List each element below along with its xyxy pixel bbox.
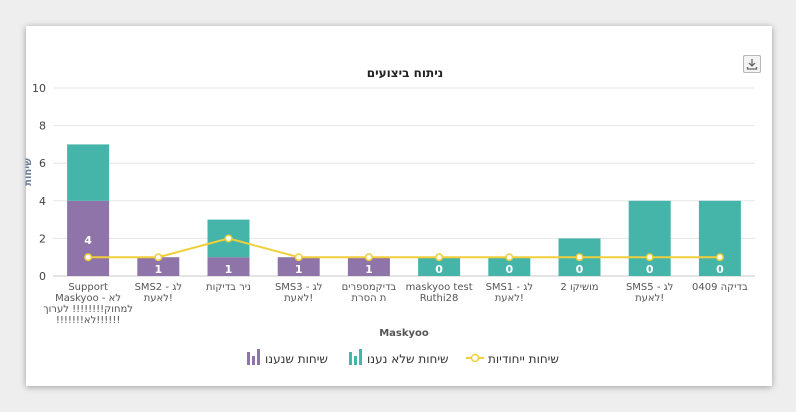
x-tick-label: לאעת!: [495, 293, 524, 304]
y-tick-label: 4: [39, 195, 46, 208]
data-label: 4: [84, 234, 92, 247]
bar-answered: [67, 200, 110, 276]
data-label: 1: [295, 263, 303, 276]
x-tick-label: לאעת!: [635, 293, 664, 304]
legend-bar-icon: [252, 356, 255, 365]
legend-label: שיחות שנענו: [265, 352, 328, 366]
bar-missed: [698, 200, 741, 276]
x-tick-label: maskyoo test: [406, 282, 473, 293]
x-tick-label: Ruthi28: [420, 293, 459, 304]
y-tick-label: 10: [32, 82, 46, 95]
export-button[interactable]: [743, 55, 761, 73]
bar-answered: [347, 257, 390, 276]
line-point: [715, 253, 724, 262]
x-tick-label: Support: [68, 282, 108, 293]
legend-bar-icon: [349, 352, 352, 365]
legend-label: שיחות שלא נענו: [367, 352, 449, 366]
legend: שיחות ייחודיות שיחות שלא נענו שיחות שנענו: [247, 349, 559, 366]
line-point: [505, 253, 514, 262]
x-tick-label: למחוק!!!!!!!! לערוך: [43, 304, 133, 315]
x-tick-label: לאעת!: [284, 293, 313, 304]
line-point: [435, 253, 444, 262]
line-point: [575, 253, 584, 262]
bar-missed: [67, 144, 110, 201]
x-tick-label: לאעת!: [144, 293, 173, 304]
data-label: 1: [365, 263, 373, 276]
unique-calls-line: [84, 234, 724, 262]
bar-missed: [418, 257, 461, 276]
data-label: 0: [646, 263, 654, 276]
legend-bar-icon: [247, 352, 250, 365]
data-label: 0: [576, 263, 584, 276]
legend-line-icon: [470, 353, 480, 363]
line-point: [84, 253, 93, 262]
data-label: 0: [505, 263, 513, 276]
data-labels: 4 1 1 1 1 0 0 0 0 0: [84, 234, 724, 276]
y-tick-label: 6: [39, 157, 46, 170]
x-tick-label: !!!!!!!לא!!!!!!: [56, 315, 121, 326]
series-line: [88, 237, 720, 259]
x-tick-label: ת הסרת: [351, 293, 386, 304]
y-tick-label: 0: [39, 270, 46, 283]
data-label: 1: [154, 263, 162, 276]
x-tick-label: בדיקה 0409: [692, 282, 748, 293]
legend-label: שיחות ייחודיות: [488, 352, 559, 366]
legend-bar-icon: [354, 356, 357, 365]
data-label: 0: [716, 263, 724, 276]
x-tick-label: SMS2 - לג: [135, 282, 182, 293]
x-axis-title: Maskyoo: [379, 328, 429, 339]
line-point: [224, 234, 233, 243]
bar-answered: [277, 257, 320, 276]
x-tick-label: Maskyoo - לא: [55, 293, 121, 304]
x-tick-label: SMS1 - לג: [486, 282, 533, 293]
bars: [67, 144, 741, 276]
legend-bar-icon: [257, 349, 260, 365]
chart-title: ניתוח ביצועים: [367, 66, 443, 80]
legend-item[interactable]: שיחות שנענו: [247, 349, 328, 366]
line-point: [645, 253, 654, 262]
bar-missed: [628, 200, 671, 276]
legend-bar-icon: [359, 349, 362, 365]
data-label: 0: [435, 263, 443, 276]
x-tick-label: בדיקמספרים: [342, 282, 397, 293]
x-tick-label: SMS3 - לג: [275, 282, 322, 293]
x-tick-label: מושיקו 2: [560, 282, 598, 293]
bar-answered: [137, 257, 180, 276]
download-icon: [746, 59, 758, 70]
legend-item[interactable]: שיחות שלא נענו: [349, 349, 449, 366]
x-tick-label: SMS5 - לג: [626, 282, 673, 293]
legend-item[interactable]: שיחות ייחודיות: [466, 352, 559, 366]
y-tick-label: 2: [39, 232, 46, 245]
data-label: 1: [225, 263, 233, 276]
y-tick-label: 8: [39, 120, 46, 133]
y-axis-title: שיחות: [23, 158, 34, 186]
bar-missed: [488, 257, 531, 276]
bar-answered: [207, 257, 250, 276]
line-point: [294, 253, 303, 262]
line-point: [364, 253, 373, 262]
x-tick-label: ניר בדיקות: [206, 282, 251, 293]
line-point: [154, 253, 163, 262]
